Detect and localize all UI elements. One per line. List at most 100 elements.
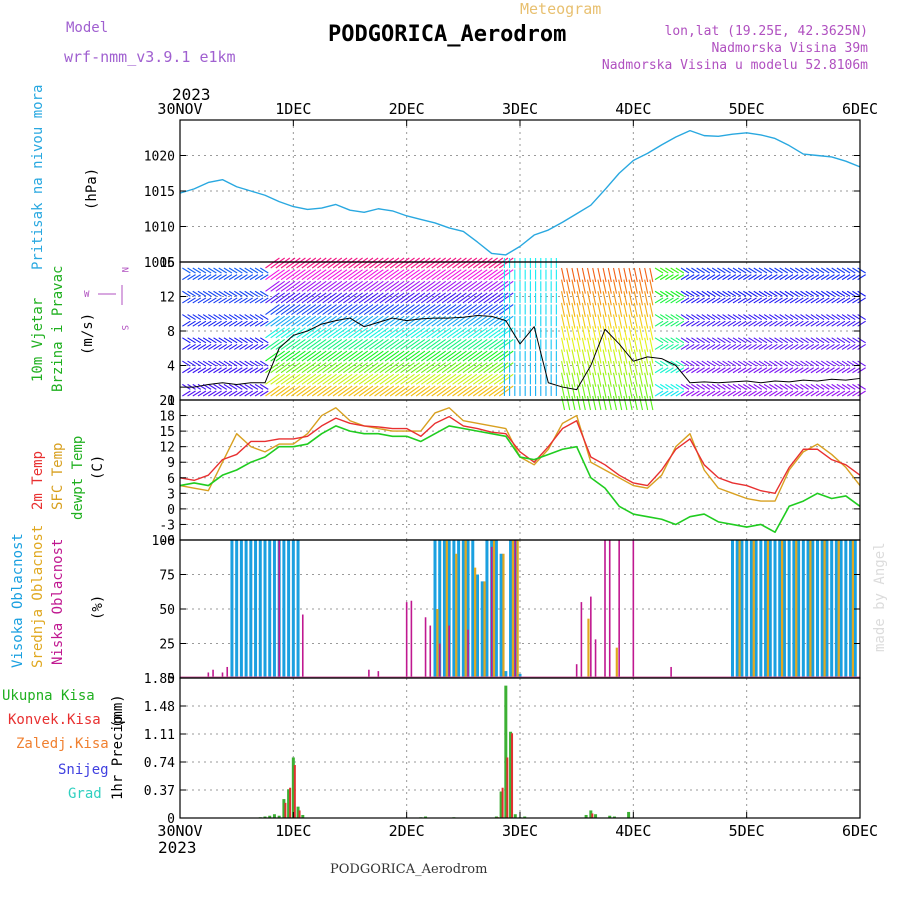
wind-barb — [753, 343, 763, 350]
wind-barb — [852, 290, 861, 297]
wind-barb — [239, 267, 248, 274]
wind-barb — [223, 314, 233, 321]
wind-barb — [208, 267, 217, 274]
wind-barb — [306, 257, 322, 269]
wind-barb — [488, 339, 504, 350]
y-tick-label: 1.85 — [144, 672, 175, 687]
wind-barb — [317, 350, 332, 362]
wind-barb — [831, 383, 840, 390]
wind-barb — [592, 384, 597, 399]
wind-barb — [369, 269, 384, 281]
wind-barb — [265, 339, 280, 350]
wind-barb — [467, 373, 483, 385]
wind-barb — [722, 343, 731, 350]
wind-barb — [706, 290, 716, 297]
wind-barb — [571, 302, 576, 318]
wind-barb — [353, 280, 369, 292]
wind-barb — [685, 343, 695, 350]
wind-barb — [353, 257, 369, 269]
wind-barb — [457, 339, 472, 350]
x-tick-label-bottom: 1DEC — [275, 822, 311, 840]
wind-barb — [602, 384, 607, 399]
wind-barb — [384, 385, 400, 397]
wind-barb — [446, 257, 462, 269]
wind-barb — [249, 274, 259, 281]
wind-barb — [597, 279, 602, 294]
wind-barb — [665, 314, 674, 321]
wind-barb — [737, 297, 747, 304]
wind-barb — [363, 257, 379, 269]
wind-barb — [275, 327, 291, 339]
wind-barb — [467, 362, 483, 374]
wind-barb — [774, 360, 783, 367]
wind-barb — [270, 280, 285, 292]
y-tick-label: 18 — [159, 410, 175, 425]
wind-barb — [706, 390, 716, 397]
wind-barb — [296, 257, 311, 269]
wind-barb — [763, 390, 773, 397]
wind-barb — [291, 327, 306, 339]
wind-barb — [353, 304, 369, 315]
wind-barb — [337, 257, 353, 269]
wind-barb — [462, 304, 478, 315]
wind-barb — [857, 314, 866, 321]
wind-barb — [846, 267, 856, 274]
wind-barb — [436, 339, 452, 350]
wind-barb — [343, 269, 358, 281]
wind-barb — [270, 339, 285, 350]
wind-barb — [343, 327, 358, 339]
wind-barb — [659, 274, 669, 281]
wind-barb — [779, 290, 789, 297]
wind-barb — [737, 343, 747, 350]
wind-barb — [685, 274, 695, 281]
wind-barb — [618, 267, 623, 283]
wind-barb — [478, 292, 493, 304]
wind-barb — [389, 385, 405, 397]
wind-barb — [301, 385, 317, 397]
wind-barb — [182, 360, 191, 367]
wind-barb — [826, 297, 835, 304]
wind-barb — [711, 390, 721, 397]
wind-barb — [581, 360, 586, 376]
wind-barb — [358, 339, 374, 350]
wind-barb — [602, 279, 607, 294]
wind-barb — [732, 297, 742, 304]
wind-barb — [769, 367, 778, 374]
wind-barb — [343, 304, 358, 315]
wind-barb — [332, 269, 348, 281]
wind-barb — [265, 257, 280, 269]
wind-barb — [280, 373, 296, 385]
wind-barb — [831, 360, 840, 367]
wind-barb — [628, 291, 633, 306]
wind-barb — [358, 269, 374, 281]
wind-barb — [197, 320, 207, 327]
wind-barb — [213, 267, 222, 274]
wind-barb — [374, 327, 389, 339]
wind-barb — [732, 320, 742, 327]
wind-barb — [628, 395, 633, 411]
wind-barb — [420, 257, 436, 269]
wind-barb — [249, 267, 259, 274]
wind-barb — [363, 373, 379, 385]
wind-barb — [727, 274, 737, 281]
wind-barb — [317, 304, 332, 315]
wind-barb — [612, 291, 618, 306]
wind-barb — [586, 337, 592, 352]
wind-barb — [353, 350, 369, 362]
wind-barb — [670, 383, 679, 390]
wind-barb — [332, 373, 348, 385]
wind-barb — [400, 292, 415, 304]
wind-barb — [722, 267, 731, 274]
wind-barb — [628, 267, 633, 283]
wind-barb — [192, 314, 202, 321]
wind-barb — [857, 320, 866, 327]
wind-barb — [810, 320, 820, 327]
wind-barb — [234, 274, 243, 281]
wind-barb — [628, 372, 633, 387]
wind-barb — [644, 267, 649, 283]
wind-barb — [628, 279, 633, 294]
wind-barb — [254, 390, 264, 397]
wind-barb — [426, 385, 441, 397]
wind-barb — [483, 350, 498, 362]
wind-barb — [280, 292, 296, 304]
